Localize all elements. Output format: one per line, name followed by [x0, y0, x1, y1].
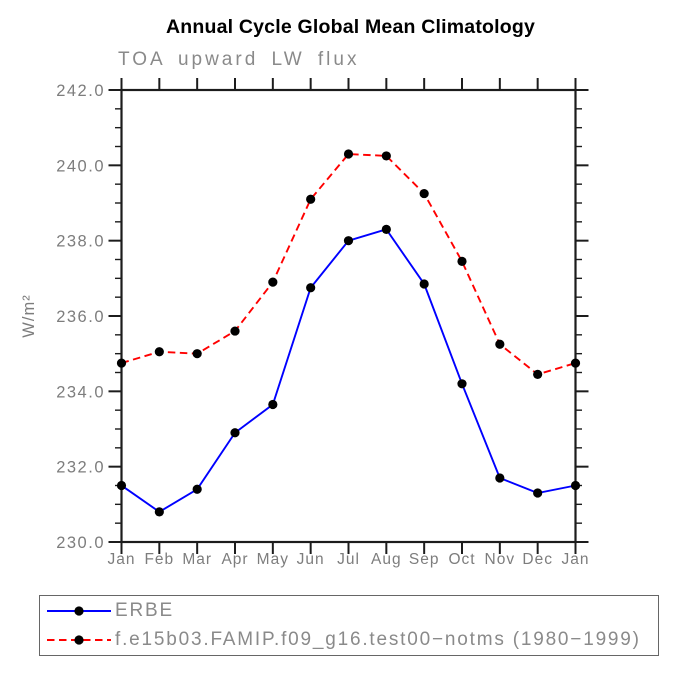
- data-point: [533, 369, 543, 379]
- data-point: [495, 339, 505, 349]
- x-tick-label: Apr: [221, 551, 248, 568]
- x-tick-label: Aug: [371, 551, 402, 568]
- data-point: [230, 326, 240, 336]
- y-tick-label: 242.0: [56, 82, 105, 100]
- legend-box: ERBE f.e15b03.FAMIP.f09_g16.test00−notms…: [39, 595, 659, 656]
- data-point: [570, 480, 581, 491]
- y-tick-label: 234.0: [56, 383, 105, 401]
- data-point: [343, 236, 354, 246]
- y-tick-label: 236.0: [56, 308, 105, 326]
- data-point: [495, 473, 505, 483]
- data-point: [192, 349, 202, 359]
- series-line: [121, 153, 576, 376]
- data-point: [381, 151, 391, 161]
- x-tick-label: Nov: [485, 551, 516, 568]
- data-point: [116, 358, 127, 368]
- legend-sample-marker: [74, 606, 84, 616]
- x-tick-label: Jan: [108, 551, 136, 568]
- legend-label-model: f.e15b03.FAMIP.f09_g16.test00−notms (198…: [115, 628, 641, 650]
- data-point: [154, 347, 164, 357]
- data-point: [192, 484, 202, 494]
- series-line: [120, 228, 576, 513]
- data-point: [154, 507, 164, 517]
- data-point: [381, 224, 391, 234]
- y-tick-label: 230.0: [56, 534, 105, 552]
- y-tick-label: 232.0: [56, 459, 105, 477]
- chart-subtitle: TOA upward LW flux: [118, 49, 360, 70]
- page-title: Annual Cycle Global Mean Climatology: [165, 16, 536, 38]
- x-tick-label: Jun: [297, 551, 325, 568]
- data-point: [457, 256, 467, 266]
- x-tick-label: Dec: [522, 551, 553, 568]
- data-point: [268, 277, 278, 287]
- data-point: [457, 379, 467, 389]
- x-tick-label: Jul: [337, 551, 360, 568]
- x-tick-label: Jan: [562, 551, 590, 568]
- data-point: [230, 428, 240, 438]
- y-tick-label: 238.0: [56, 233, 105, 251]
- legend-line-erbe: [47, 606, 111, 616]
- data-point: [419, 188, 429, 199]
- x-axis-labels: Jan Feb Mar Apr May Jun Jul Aug Sep Oct Nov Dec Jan: [108, 551, 590, 568]
- x-tick-label: Mar: [182, 551, 212, 568]
- data-point: [343, 149, 354, 159]
- legend-line-model: [47, 635, 111, 645]
- data-point: [306, 194, 316, 204]
- legend-label-erbe: ERBE: [115, 600, 174, 622]
- y-axis-labels: 230.0 232.0 234.0 236.0 238.0 240.0 242.0: [56, 82, 105, 552]
- data-point: [306, 283, 316, 293]
- x-tick-label: May: [257, 551, 289, 568]
- data-point: [116, 480, 127, 491]
- x-tick-label: Feb: [144, 551, 174, 568]
- legend-row-model: f.e15b03.FAMIP.f09_g16.test00−notms (198…: [40, 627, 658, 653]
- legend-row-erbe: ERBE: [40, 598, 658, 624]
- y-axis-title: W/m²: [20, 294, 38, 337]
- x-tick-label: Oct: [448, 551, 475, 568]
- series-erbe: [116, 224, 581, 517]
- plot-area: Jan Feb Mar Apr May Jun Jul Aug Sep Oct Nov Dec Jan2…: [20, 78, 590, 568]
- legend-sample-marker: [74, 635, 84, 645]
- data-point: [268, 399, 278, 410]
- series-model: [116, 149, 581, 379]
- x-axis-ticks: [120, 78, 577, 554]
- data-point: [570, 358, 581, 368]
- data-point: [419, 279, 429, 289]
- data-point: [533, 488, 543, 498]
- x-tick-label: Sep: [409, 551, 440, 568]
- y-tick-label: 240.0: [56, 157, 105, 175]
